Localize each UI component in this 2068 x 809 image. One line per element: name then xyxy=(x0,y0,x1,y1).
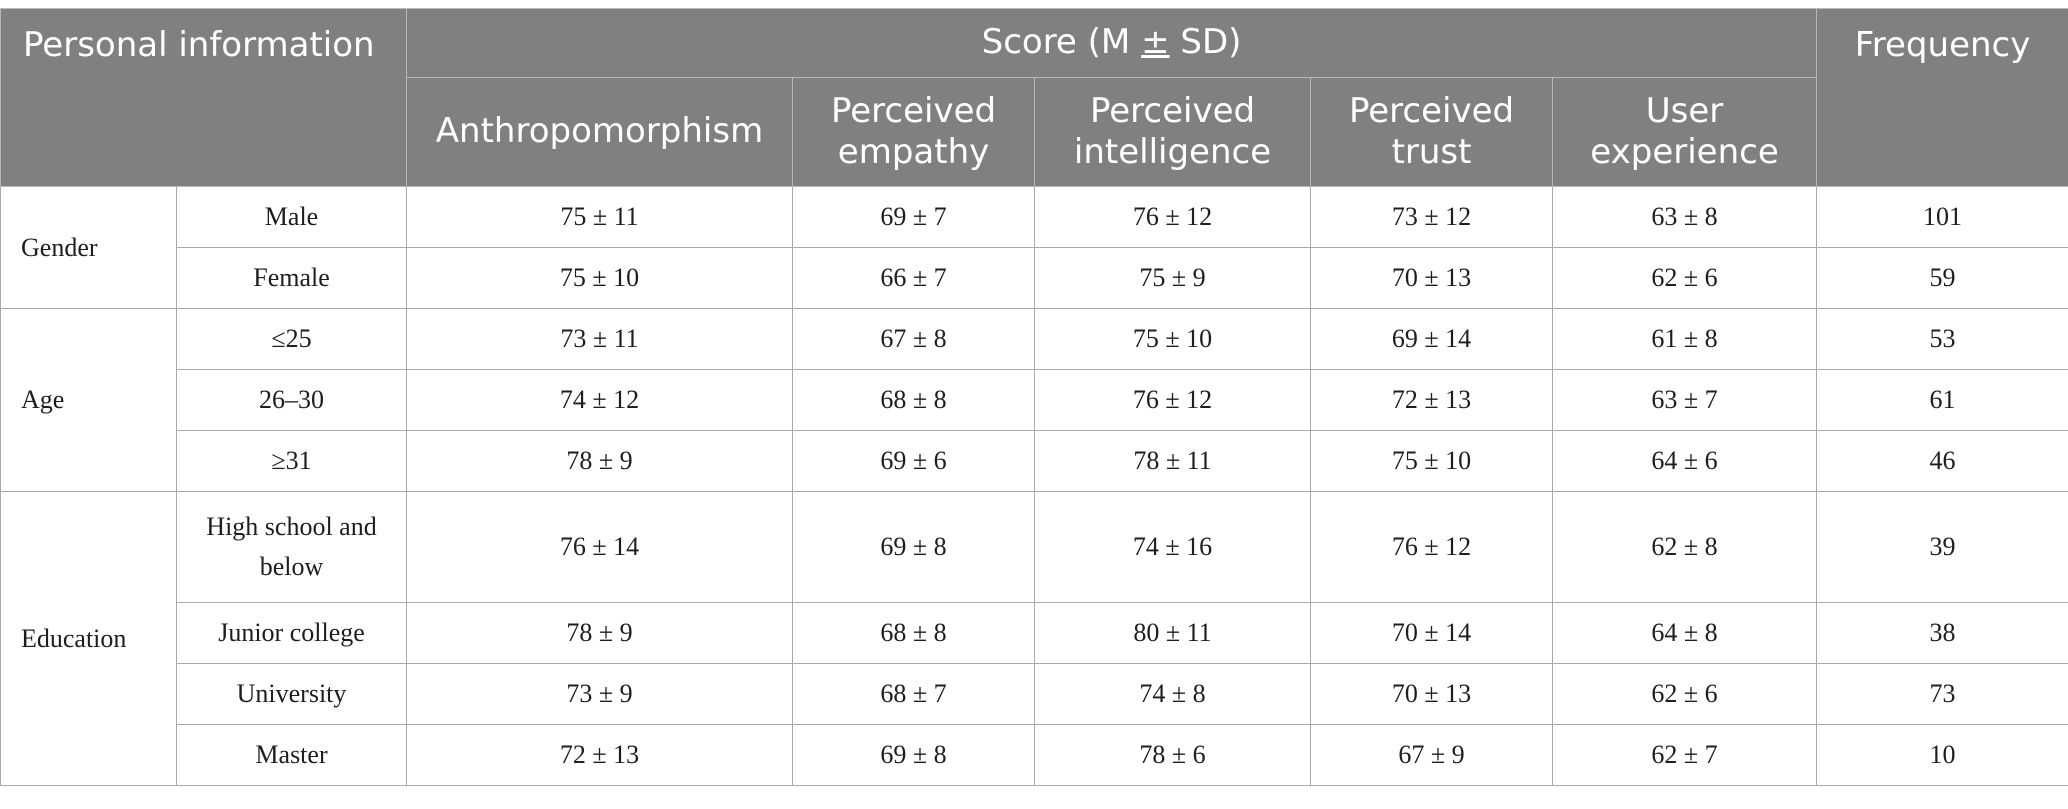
table-header: Personal information Score (M ± SD) Freq… xyxy=(0,8,2068,187)
row-label: 26–30 xyxy=(175,369,408,431)
row-label: Female xyxy=(175,247,408,309)
row-label: Master xyxy=(175,724,408,786)
cell-perceived-intelligence: 76 ± 12 xyxy=(1034,369,1312,431)
cell-perceived-intelligence: 74 ± 16 xyxy=(1034,491,1312,603)
cell-user-experience: 63 ± 7 xyxy=(1552,369,1818,431)
cell-perceived-intelligence: 75 ± 10 xyxy=(1034,308,1312,370)
cell-perceived-trust: 73 ± 12 xyxy=(1310,186,1554,248)
cell-frequency: 39 xyxy=(1816,491,2068,603)
cell-perceived-trust: 72 ± 13 xyxy=(1310,369,1554,431)
cell-perceived-empathy: 66 ± 7 xyxy=(792,247,1036,309)
row-label: Male xyxy=(175,186,408,248)
cell-perceived-intelligence: 78 ± 11 xyxy=(1034,430,1312,492)
row-label: ≤25 xyxy=(175,308,408,370)
cell-anthropomorphism: 76 ± 14 xyxy=(406,491,794,603)
cell-anthropomorphism: 73 ± 11 xyxy=(406,308,794,370)
cell-frequency: 61 xyxy=(1816,369,2068,431)
cell-perceived-empathy: 69 ± 8 xyxy=(792,724,1036,786)
cell-user-experience: 64 ± 6 xyxy=(1552,430,1818,492)
cell-perceived-trust: 70 ± 14 xyxy=(1310,602,1554,664)
cell-perceived-empathy: 68 ± 7 xyxy=(792,663,1036,725)
table-row: Education High school and below 76 ± 14 … xyxy=(0,491,2068,786)
cell-perceived-empathy: 68 ± 8 xyxy=(792,602,1036,664)
row-label: High school and below xyxy=(175,491,408,603)
header-score: Score (M ± SD) xyxy=(406,8,1818,78)
header-score-prefix: Score (M xyxy=(981,22,1142,63)
cell-frequency: 53 xyxy=(1816,308,2068,370)
cell-user-experience: 61 ± 8 xyxy=(1552,308,1818,370)
category-education: Education xyxy=(0,491,177,786)
cell-perceived-intelligence: 78 ± 6 xyxy=(1034,724,1312,786)
header-anthropomorphism: Anthropomorphism xyxy=(406,77,794,187)
cell-perceived-empathy: 69 ± 6 xyxy=(792,430,1036,492)
table-body: Gender Male 75 ± 11 69 ± 7 76 ± 12 73 ± … xyxy=(0,186,2068,786)
cell-user-experience: 64 ± 8 xyxy=(1552,602,1818,664)
cell-frequency: 59 xyxy=(1816,247,2068,309)
cell-perceived-trust: 69 ± 14 xyxy=(1310,308,1554,370)
table-row: Junior college 78 ± 9 68 ± 8 80 ± 11 70 … xyxy=(1,602,2068,664)
cell-user-experience: 62 ± 6 xyxy=(1552,663,1818,725)
header-frequency: Frequency xyxy=(1816,8,2068,187)
cell-user-experience: 62 ± 6 xyxy=(1552,247,1818,309)
header-perceived-empathy: Perceived empathy xyxy=(792,77,1036,187)
cell-anthropomorphism: 72 ± 13 xyxy=(406,724,794,786)
cell-anthropomorphism: 74 ± 12 xyxy=(406,369,794,431)
header-perceived-trust: Perceived trust xyxy=(1310,77,1554,187)
cell-perceived-empathy: 68 ± 8 xyxy=(792,369,1036,431)
score-table: Personal information Score (M ± SD) Freq… xyxy=(0,8,2068,786)
cell-perceived-trust: 70 ± 13 xyxy=(1310,247,1554,309)
cell-perceived-intelligence: 80 ± 11 xyxy=(1034,602,1312,664)
category-age: Age xyxy=(0,308,177,492)
header-row-sub: Anthropomorphism Perceived empathy Perce… xyxy=(1,77,2068,187)
cell-user-experience: 63 ± 8 xyxy=(1552,186,1818,248)
row-label: Junior college xyxy=(175,602,408,664)
cell-frequency: 46 xyxy=(1816,430,2068,492)
cell-frequency: 73 xyxy=(1816,663,2068,725)
header-perceived-intelligence: Perceived intelligence xyxy=(1034,77,1312,187)
table-row: Gender Male 75 ± 11 69 ± 7 76 ± 12 73 ± … xyxy=(0,186,2068,309)
header-score-plus-minus: ± xyxy=(1141,22,1170,63)
cell-frequency: 10 xyxy=(1816,724,2068,786)
table-row: Master 72 ± 13 69 ± 8 78 ± 6 67 ± 9 62 ±… xyxy=(1,724,2068,786)
cell-anthropomorphism: 78 ± 9 xyxy=(406,430,794,492)
cell-perceived-trust: 70 ± 13 xyxy=(1310,663,1554,725)
cell-frequency: 38 xyxy=(1816,602,2068,664)
cell-perceived-intelligence: 75 ± 9 xyxy=(1034,247,1312,309)
header-personal-information: Personal information xyxy=(0,8,408,187)
header-user-experience: User experience xyxy=(1552,77,1818,187)
row-label: University xyxy=(175,663,408,725)
cell-user-experience: 62 ± 8 xyxy=(1552,491,1818,603)
table-row: Age ≤25 73 ± 11 67 ± 8 75 ± 10 69 ± 14 6… xyxy=(0,308,2068,492)
cell-perceived-trust: 76 ± 12 xyxy=(1310,491,1554,603)
cell-perceived-trust: 75 ± 10 xyxy=(1310,430,1554,492)
cell-perceived-empathy: 69 ± 8 xyxy=(792,491,1036,603)
score-table-container: Personal information Score (M ± SD) Freq… xyxy=(0,8,2068,786)
category-gender: Gender xyxy=(0,186,177,309)
table-row: ≥31 78 ± 9 69 ± 6 78 ± 11 75 ± 10 64 ± 6… xyxy=(1,430,2068,492)
cell-perceived-trust: 67 ± 9 xyxy=(1310,724,1554,786)
header-score-suffix: SD) xyxy=(1169,22,1242,63)
header-row-top: Personal information Score (M ± SD) Freq… xyxy=(0,8,2068,187)
cell-anthropomorphism: 75 ± 11 xyxy=(406,186,794,248)
cell-anthropomorphism: 75 ± 10 xyxy=(406,247,794,309)
cell-user-experience: 62 ± 7 xyxy=(1552,724,1818,786)
cell-anthropomorphism: 73 ± 9 xyxy=(406,663,794,725)
cell-anthropomorphism: 78 ± 9 xyxy=(406,602,794,664)
table-row: 26–30 74 ± 12 68 ± 8 76 ± 12 72 ± 13 63 … xyxy=(1,369,2068,431)
cell-perceived-intelligence: 76 ± 12 xyxy=(1034,186,1312,248)
table-row: Female 75 ± 10 66 ± 7 75 ± 9 70 ± 13 62 … xyxy=(1,247,2068,309)
table-row: University 73 ± 9 68 ± 7 74 ± 8 70 ± 13 … xyxy=(1,663,2068,725)
cell-frequency: 101 xyxy=(1816,186,2068,248)
cell-perceived-empathy: 69 ± 7 xyxy=(792,186,1036,248)
cell-perceived-empathy: 67 ± 8 xyxy=(792,308,1036,370)
cell-perceived-intelligence: 74 ± 8 xyxy=(1034,663,1312,725)
row-label: ≥31 xyxy=(175,430,408,492)
